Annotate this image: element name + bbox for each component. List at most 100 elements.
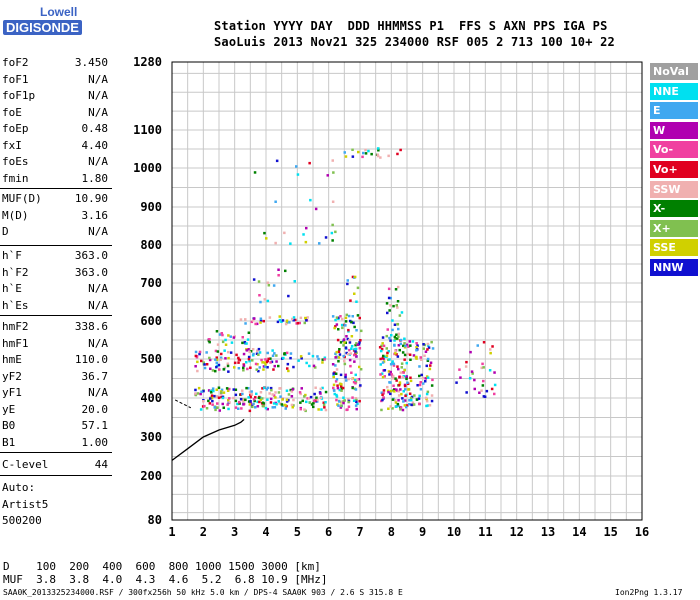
- echo-point: [409, 379, 413, 383]
- echo-point: [222, 406, 225, 409]
- param-label: foEs: [2, 155, 29, 168]
- echo-point: [390, 373, 393, 376]
- echo-point: [277, 391, 281, 394]
- x-tick-label: 8: [388, 525, 395, 539]
- echo-point: [279, 395, 282, 398]
- echo-point: [360, 329, 363, 333]
- echo-point: [398, 381, 402, 384]
- echo-point: [397, 344, 401, 347]
- echo-point: [352, 321, 355, 325]
- param-value: N/A: [88, 89, 108, 102]
- param-value: N/A: [88, 282, 108, 295]
- echo-point: [247, 396, 250, 399]
- echo-point: [340, 387, 343, 390]
- param-row-foep: foEp 0.48: [2, 122, 108, 136]
- echo-point: [259, 391, 263, 394]
- echo-point: [414, 355, 418, 359]
- echo-point: [312, 364, 316, 368]
- echo-point: [350, 335, 354, 338]
- echo-point: [349, 299, 352, 302]
- y-tick-label: 80: [148, 513, 162, 527]
- echo-point: [351, 396, 354, 399]
- echo-point: [425, 392, 429, 396]
- echo-point: [208, 340, 211, 344]
- echo-point: [391, 328, 394, 332]
- echo-point: [337, 360, 340, 363]
- echo-point: [209, 397, 212, 400]
- echo-point: [200, 390, 203, 393]
- param-label: hmE: [2, 353, 22, 366]
- echo-point: [332, 171, 335, 174]
- echo-point: [345, 335, 348, 338]
- echo-point: [278, 318, 282, 322]
- echo-point: [290, 390, 294, 393]
- echo-point: [339, 315, 342, 318]
- echo-point: [252, 397, 256, 401]
- echo-point: [391, 407, 394, 410]
- echo-point: [287, 294, 290, 298]
- echo-point: [243, 341, 247, 344]
- echo-point: [271, 406, 274, 409]
- x-tick-label: 7: [356, 525, 363, 539]
- echo-point: [383, 355, 387, 358]
- echo-point: [415, 342, 418, 345]
- echo-point: [194, 354, 198, 358]
- echo-point: [226, 389, 230, 392]
- echo-point: [194, 393, 198, 397]
- echo-point: [465, 391, 468, 394]
- echo-point: [392, 384, 395, 387]
- echo-point: [413, 394, 416, 397]
- echo-point: [275, 403, 278, 406]
- echo-point: [483, 395, 487, 398]
- auto-scaling-line: 500200: [2, 514, 42, 527]
- echo-point: [237, 407, 240, 410]
- echo-point: [482, 341, 486, 344]
- echo-point: [353, 325, 356, 329]
- echo-point: [323, 356, 327, 359]
- echo-point: [380, 391, 383, 394]
- echo-point: [216, 343, 220, 346]
- echo-point: [416, 384, 419, 387]
- echo-point: [400, 311, 404, 314]
- legend-item-vo-: Vo+: [650, 161, 698, 178]
- echo-point: [389, 405, 392, 408]
- param-row-fmin: fmin 1.80: [2, 172, 108, 186]
- echo-point: [213, 406, 216, 409]
- echo-point: [304, 240, 308, 244]
- param-label: fxI: [2, 138, 22, 152]
- echo-point: [285, 351, 289, 355]
- echo-point: [240, 407, 243, 410]
- echo-point: [349, 352, 353, 355]
- echo-point: [323, 358, 326, 361]
- param-row-yf2: yF2 36.7: [2, 370, 108, 384]
- echo-point: [258, 294, 261, 297]
- param-row-b0: B0 57.1: [2, 419, 108, 433]
- echo-point: [490, 387, 494, 391]
- header-row1: Station YYYY DAY DDD HHMMSS P1 FFS S AXN…: [214, 19, 608, 33]
- echo-point: [203, 404, 206, 408]
- echo-point: [263, 361, 266, 364]
- echo-point: [392, 362, 396, 366]
- echo-point: [391, 360, 394, 363]
- echo-point: [248, 390, 252, 394]
- echo-point: [336, 386, 340, 390]
- echo-point: [403, 404, 407, 407]
- echo-point: [476, 344, 479, 347]
- echo-point: [249, 350, 253, 353]
- echo-point: [389, 339, 392, 342]
- x-tick-label: 13: [541, 525, 555, 539]
- echo-point: [424, 377, 427, 380]
- echo-point: [480, 389, 483, 392]
- echo-point: [364, 148, 367, 152]
- echo-point: [406, 381, 409, 384]
- echo-point: [277, 268, 280, 271]
- panel-divider: [0, 245, 112, 246]
- echo-point: [309, 395, 313, 399]
- echo-point: [469, 350, 472, 354]
- echo-point: [339, 373, 343, 377]
- echo-point: [388, 358, 391, 361]
- param-label: foE: [2, 105, 22, 119]
- echo-point: [210, 396, 214, 400]
- echo-point: [226, 403, 229, 406]
- echo-point: [283, 403, 286, 407]
